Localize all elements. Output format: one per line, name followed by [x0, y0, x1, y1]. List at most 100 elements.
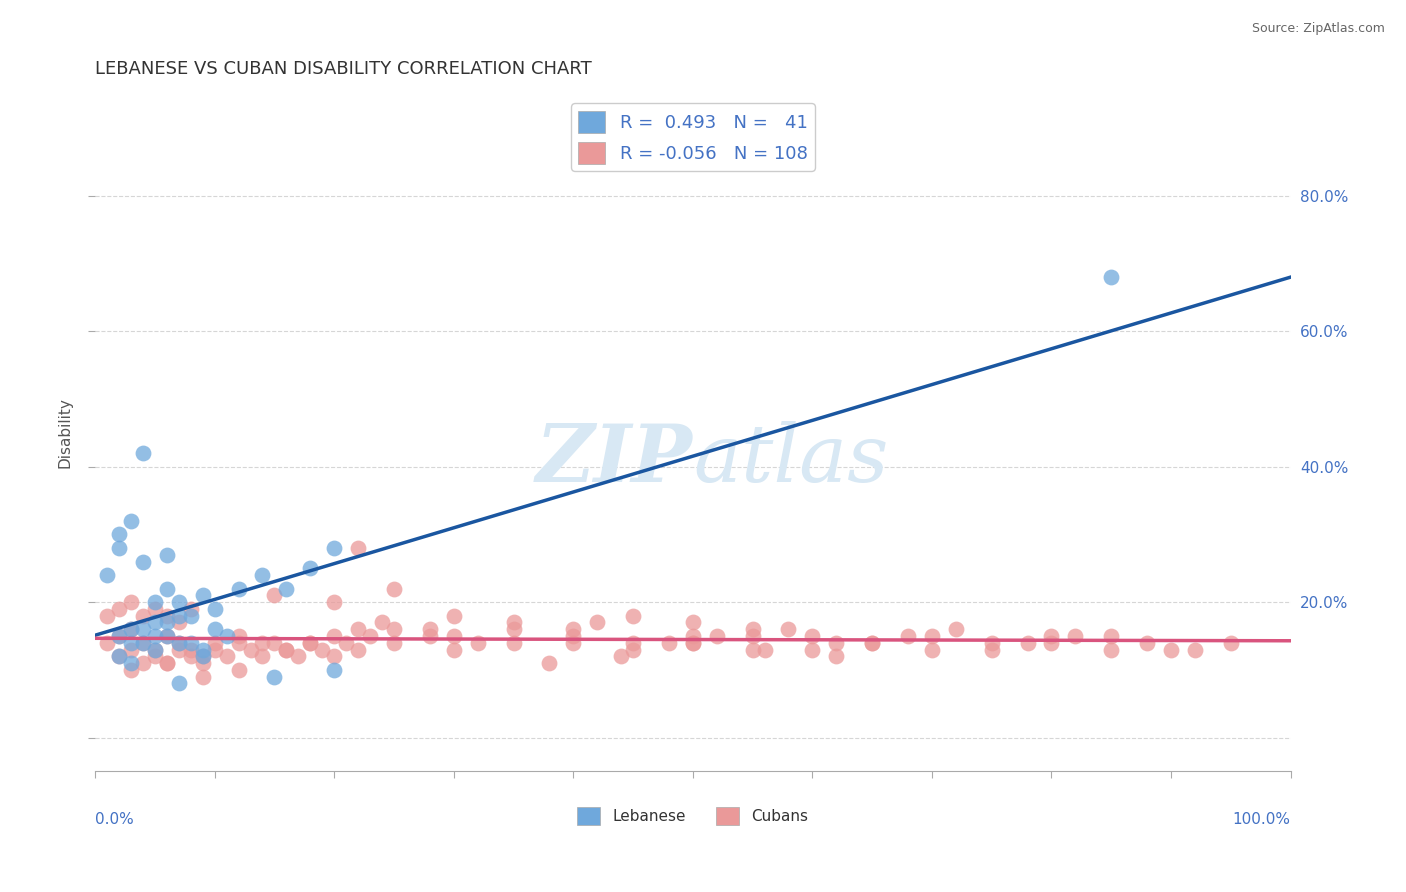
Point: [621, 608, 644, 623]
Point: [180, 636, 202, 650]
Point: [706, 629, 728, 643]
Point: [323, 663, 346, 677]
Point: [1064, 629, 1087, 643]
Point: [443, 629, 465, 643]
Point: [167, 615, 190, 630]
Point: [252, 568, 274, 582]
Point: [621, 642, 644, 657]
Point: [347, 642, 370, 657]
Point: [120, 622, 142, 636]
Point: [323, 649, 346, 664]
Point: [1184, 642, 1206, 657]
Point: [191, 649, 214, 664]
Point: [156, 656, 179, 670]
Point: [180, 602, 202, 616]
Point: [228, 629, 250, 643]
Point: [108, 649, 131, 664]
Point: [96, 636, 118, 650]
Point: [311, 642, 333, 657]
Point: [682, 629, 704, 643]
Point: [108, 527, 131, 541]
Point: [921, 642, 943, 657]
Point: [825, 636, 848, 650]
Point: [143, 595, 166, 609]
Point: [191, 642, 214, 657]
Point: [167, 636, 190, 650]
Point: [180, 649, 202, 664]
Point: [1219, 636, 1241, 650]
Point: [108, 629, 131, 643]
Point: [1136, 636, 1159, 650]
Point: [191, 656, 214, 670]
Point: [120, 514, 142, 528]
Point: [108, 602, 131, 616]
Point: [921, 629, 943, 643]
Point: [382, 582, 405, 596]
Point: [156, 582, 179, 596]
Point: [860, 636, 883, 650]
Point: [287, 649, 309, 664]
Point: [108, 629, 131, 643]
Point: [682, 615, 704, 630]
Point: [382, 636, 405, 650]
Point: [263, 670, 285, 684]
Point: [801, 642, 824, 657]
Point: [96, 568, 118, 582]
Point: [1099, 270, 1122, 285]
Point: [156, 629, 179, 643]
Point: [204, 602, 226, 616]
Point: [347, 622, 370, 636]
Point: [156, 548, 179, 562]
Point: [801, 629, 824, 643]
Point: [1160, 642, 1182, 657]
Point: [741, 622, 763, 636]
Point: [180, 642, 202, 657]
Y-axis label: Disability: Disability: [58, 398, 72, 468]
Point: [132, 636, 155, 650]
Point: [323, 595, 346, 609]
Point: [382, 622, 405, 636]
Point: [276, 582, 298, 596]
Point: [741, 629, 763, 643]
Point: [1017, 636, 1039, 650]
Point: [204, 642, 226, 657]
Point: [1099, 642, 1122, 657]
Point: [562, 636, 585, 650]
Point: [323, 629, 346, 643]
Point: [132, 622, 155, 636]
Point: [299, 636, 322, 650]
Point: [323, 541, 346, 555]
Point: [132, 554, 155, 568]
Point: [252, 636, 274, 650]
Point: [276, 642, 298, 657]
Point: [419, 622, 441, 636]
Point: [754, 642, 776, 657]
Point: [263, 636, 285, 650]
Text: Source: ZipAtlas.com: Source: ZipAtlas.com: [1251, 22, 1385, 36]
Point: [980, 642, 1002, 657]
Point: [562, 629, 585, 643]
Point: [1040, 636, 1063, 650]
Point: [156, 629, 179, 643]
Point: [502, 622, 524, 636]
Point: [359, 629, 381, 643]
Point: [610, 649, 633, 664]
Point: [825, 649, 848, 664]
Point: [443, 642, 465, 657]
Point: [143, 649, 166, 664]
Point: [191, 649, 214, 664]
Point: [143, 642, 166, 657]
Point: [120, 663, 142, 677]
Point: [419, 629, 441, 643]
Point: [215, 629, 238, 643]
Point: [180, 608, 202, 623]
Point: [204, 636, 226, 650]
Point: [299, 636, 322, 650]
Point: [1099, 629, 1122, 643]
Point: [156, 656, 179, 670]
Point: [682, 636, 704, 650]
Point: [228, 582, 250, 596]
Text: 100.0%: 100.0%: [1233, 812, 1291, 827]
Point: [156, 615, 179, 630]
Point: [239, 642, 262, 657]
